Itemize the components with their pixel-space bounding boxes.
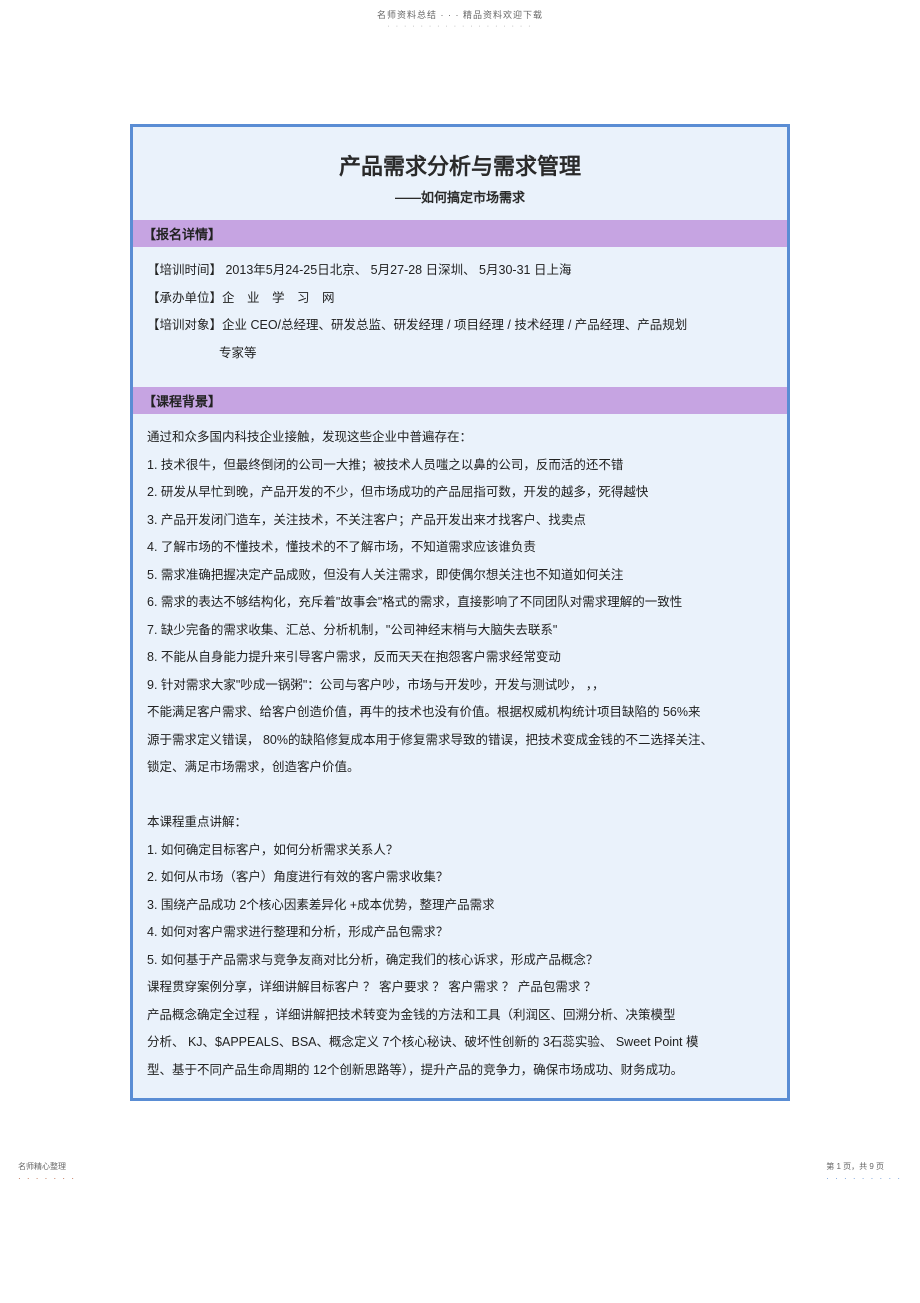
footer-left-text: 名师精心整理 (18, 1161, 76, 1172)
bg-point-3: 3. 产品开发闭门造车，关注技术，不关注客户；产品开发出来才找客户、找卖点 (147, 507, 773, 535)
bg-point-9: 9. 针对需求大家"吵成一锅粥"：公司与客户吵，市场与开发吵，开发与测试吵， ，… (147, 672, 773, 700)
title-block: 产品需求分析与需求管理 ——如何搞定市场需求 (133, 127, 787, 220)
closing4: 型、基于不同产品生命周期的 12个创新思路等），提升产品的竞争力，确保市场成功、… (147, 1057, 773, 1085)
bg-point-4: 4. 了解市场的不懂技术，懂技术的不了解市场，不知道需求应该谁负责 (147, 534, 773, 562)
header-line1: 名师资料总结 · · · 精品资料欢迎下载 (0, 8, 920, 21)
bg-conclusion3: 锁定、满足市场需求，创造客户价值。 (147, 754, 773, 782)
closing2: 产品概念确定全过程 ，详细讲解把技术转变为金钱的方法和工具（利润区、回溯分析、决… (147, 1002, 773, 1030)
footer-left: 名师精心整理 · · · · · · · (18, 1161, 76, 1183)
target-line2: 专家等 (147, 340, 773, 368)
page-header: 名师资料总结 · · · 精品资料欢迎下载 · · · · · · · · · … (0, 0, 920, 34)
main-title: 产品需求分析与需求管理 (133, 149, 787, 181)
bg-point-7: 7. 缺少完备的需求收集、汇总、分析机制，"公司神经末梢与大脑失去联系" (147, 617, 773, 645)
bg-point-8: 8. 不能从自身能力提升来引导客户需求，反而天天在抱怨客户需求经常变动 (147, 644, 773, 672)
focus-2: 2. 如何从市场（客户）角度进行有效的客户需求收集？ (147, 864, 773, 892)
sub-title: ——如何搞定市场需求 (133, 187, 787, 206)
footer-right-dots: · · · · · · · · · (826, 1174, 902, 1183)
closing1: 课程贯穿案例分享，详细讲解目标客户 ？ 客户要求 ？ 客户需求 ？ 产品包需求 … (147, 974, 773, 1002)
focus-intro: 本课程重点讲解： (147, 809, 773, 837)
bg-point-1: 1. 技术很牛，但最终倒闭的公司一大推；被技术人员嗤之以鼻的公司，反而活的还不错 (147, 452, 773, 480)
page-footer: 名师精心整理 · · · · · · · 第 1 页，共 9 页 · · · ·… (0, 1101, 920, 1183)
header-line2: · · · · · · · · · · · · · · · · · · (0, 23, 920, 30)
closing3: 分析、 KJ、$APPEALS、BSA、概念定义 7个核心秘诀、破坏性创新的 3… (147, 1029, 773, 1057)
focus-5: 5. 如何基于产品需求与竞争友商对比分析，确定我们的核心诉求，形成产品概念？ (147, 947, 773, 975)
focus-1: 1. 如何确定目标客户，如何分析需求关系人？ (147, 837, 773, 865)
bg-conclusion1: 不能满足客户需求、给客户创造价值，再牛的技术也没有价值。根据权威机构统计项目缺陷… (147, 699, 773, 727)
focus-4: 4. 如何对客户需求进行整理和分析，形成产品包需求？ (147, 919, 773, 947)
bg-conclusion2: 源于需求定义错误， 80%的缺陷修复成本用于修复需求导致的错误，把技术变成金钱的… (147, 727, 773, 755)
background-intro: 通过和众多国内科技企业接触，发现这些企业中普遍存在： (147, 424, 773, 452)
registration-header: 【报名详情】 (133, 220, 787, 247)
footer-left-dots: · · · · · · · (18, 1174, 76, 1183)
organizer: 【承办单位】企 业 学 习 网 (147, 285, 773, 313)
main-content-box: 产品需求分析与需求管理 ——如何搞定市场需求 【报名详情】 【培训时间】 201… (130, 124, 790, 1101)
registration-body: 【培训时间】 2013年5月24-25日北京、 5月27-28 日深圳、 5月3… (133, 247, 787, 381)
footer-right: 第 1 页，共 9 页 · · · · · · · · · (826, 1161, 902, 1183)
bg-point-2: 2. 研发从早忙到晚，产品开发的不少，但市场成功的产品屈指可数，开发的越多，死得… (147, 479, 773, 507)
bg-point-6: 6. 需求的表达不够结构化，充斥着"故事会"格式的需求，直接影响了不同团队对需求… (147, 589, 773, 617)
focus-3: 3. 围绕产品成功 2个核心因素差异化 +成本优势，整理产品需求 (147, 892, 773, 920)
background-body: 通过和众多国内科技企业接触，发现这些企业中普遍存在： 1. 技术很牛，但最终倒闭… (133, 414, 787, 1098)
bg-point-5: 5. 需求准确把握决定产品成败，但没有人关注需求，即使偶尔想关注也不知道如何关注 (147, 562, 773, 590)
training-time: 【培训时间】 2013年5月24-25日北京、 5月27-28 日深圳、 5月3… (147, 257, 773, 285)
background-header: 【课程背景】 (133, 387, 787, 414)
target-line1: 【培训对象】企业 CEO/总经理、研发总监、研发经理 / 项目经理 / 技术经理… (147, 312, 773, 340)
footer-right-text: 第 1 页，共 9 页 (826, 1161, 902, 1172)
